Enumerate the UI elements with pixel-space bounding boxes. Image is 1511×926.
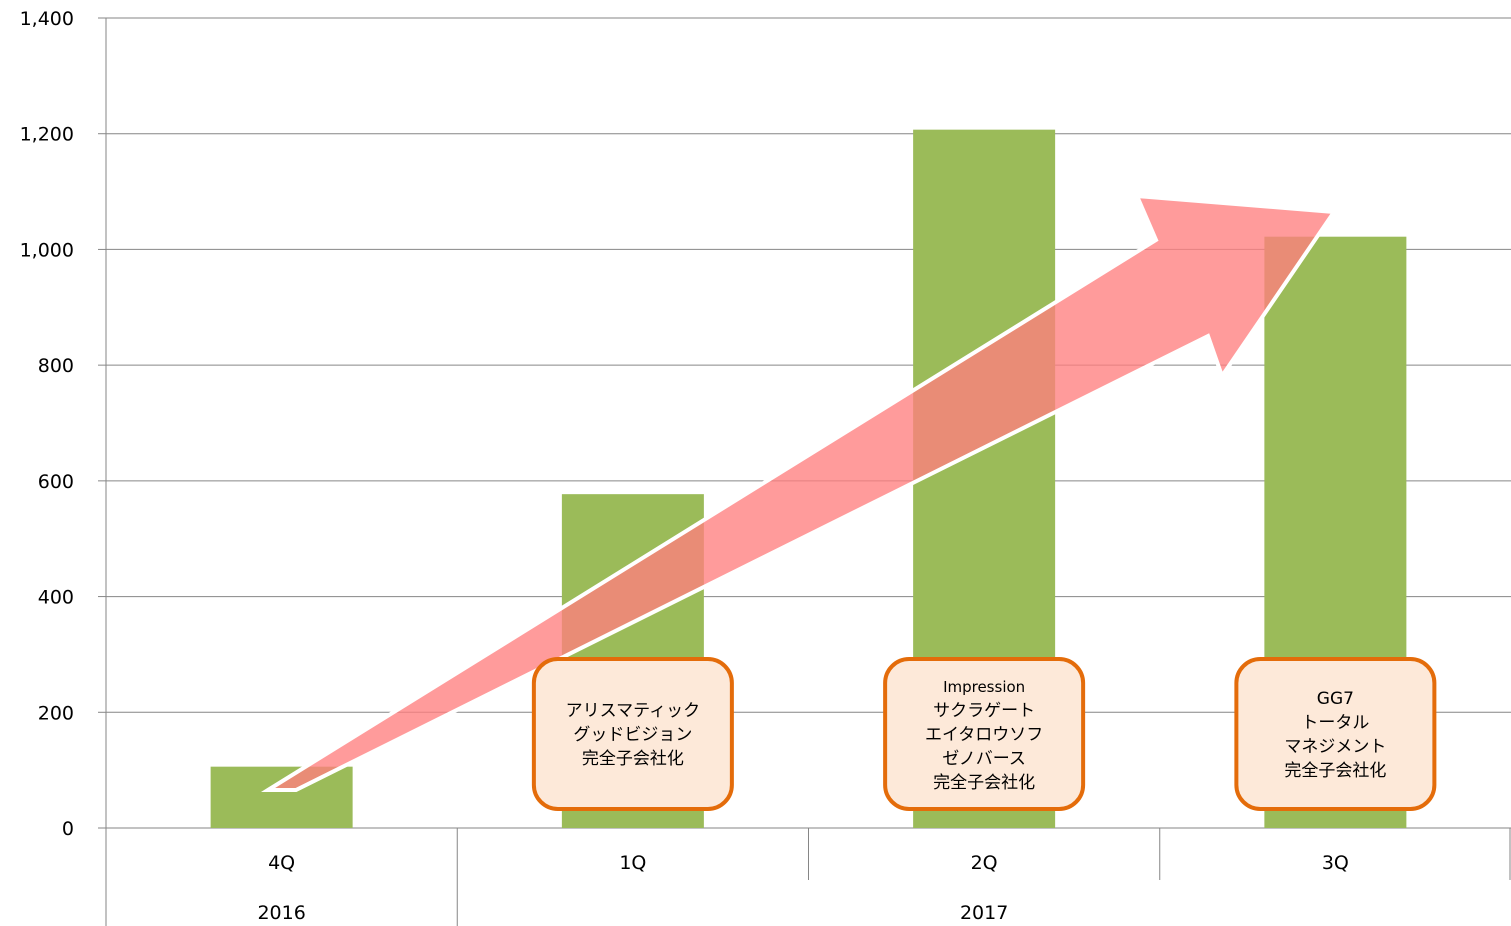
callout-line: グッドビジョン	[573, 725, 692, 745]
callout-line: トータル	[1301, 713, 1369, 733]
callout-box	[531, 657, 734, 811]
callout-line: サクラゲート	[933, 701, 1035, 721]
bar-4Q	[210, 766, 353, 828]
y-tick-label: 800	[38, 355, 74, 377]
grid-lines	[98, 17, 1511, 829]
callout-line: 完全子会社化	[933, 773, 1035, 793]
callout-line: アリスマティック	[566, 701, 700, 721]
x-axis-categories: 4Q 1Q 2Q 3Q 2016 2017	[257, 852, 1348, 924]
callout-line: 完全子会社化	[582, 749, 684, 769]
callout-box	[883, 657, 1086, 811]
y-tick-label: 200	[38, 702, 74, 724]
y-tick-label: 1,000	[20, 239, 74, 261]
x-category-label: 2Q	[971, 852, 998, 874]
axes	[105, 18, 1511, 926]
trend-arrow	[260, 193, 1338, 792]
callouts: アリスマティックグッドビジョン完全子会社化Impressionサクラゲートエイタ…	[531, 657, 1437, 811]
y-tick-label: 400	[38, 587, 74, 609]
callout-line: マネジメント	[1284, 737, 1386, 757]
y-axis-ticks: 0 200 400 600 800 1,000 1,200 1,400	[20, 8, 74, 840]
y-tick-label: 1,400	[20, 8, 74, 30]
callout-line: 完全子会社化	[1284, 761, 1386, 781]
callout-line: GG7	[1317, 689, 1354, 709]
y-tick-label: 1,200	[20, 124, 74, 146]
x-category-label: 3Q	[1322, 852, 1349, 874]
callout-line: Impression	[943, 678, 1025, 696]
callout-line: エイタロウソフ	[925, 725, 1043, 745]
x-year-label: 2017	[960, 902, 1008, 924]
x-category-label: 1Q	[619, 852, 646, 874]
x-category-label: 4Q	[268, 852, 295, 874]
callout-line: ゼノバース	[942, 749, 1026, 769]
y-tick-label: 0	[62, 818, 74, 840]
x-year-label: 2016	[257, 902, 305, 924]
callout-box	[1234, 657, 1437, 811]
trend-arrow-layer	[260, 193, 1338, 792]
y-tick-label: 600	[38, 471, 74, 493]
